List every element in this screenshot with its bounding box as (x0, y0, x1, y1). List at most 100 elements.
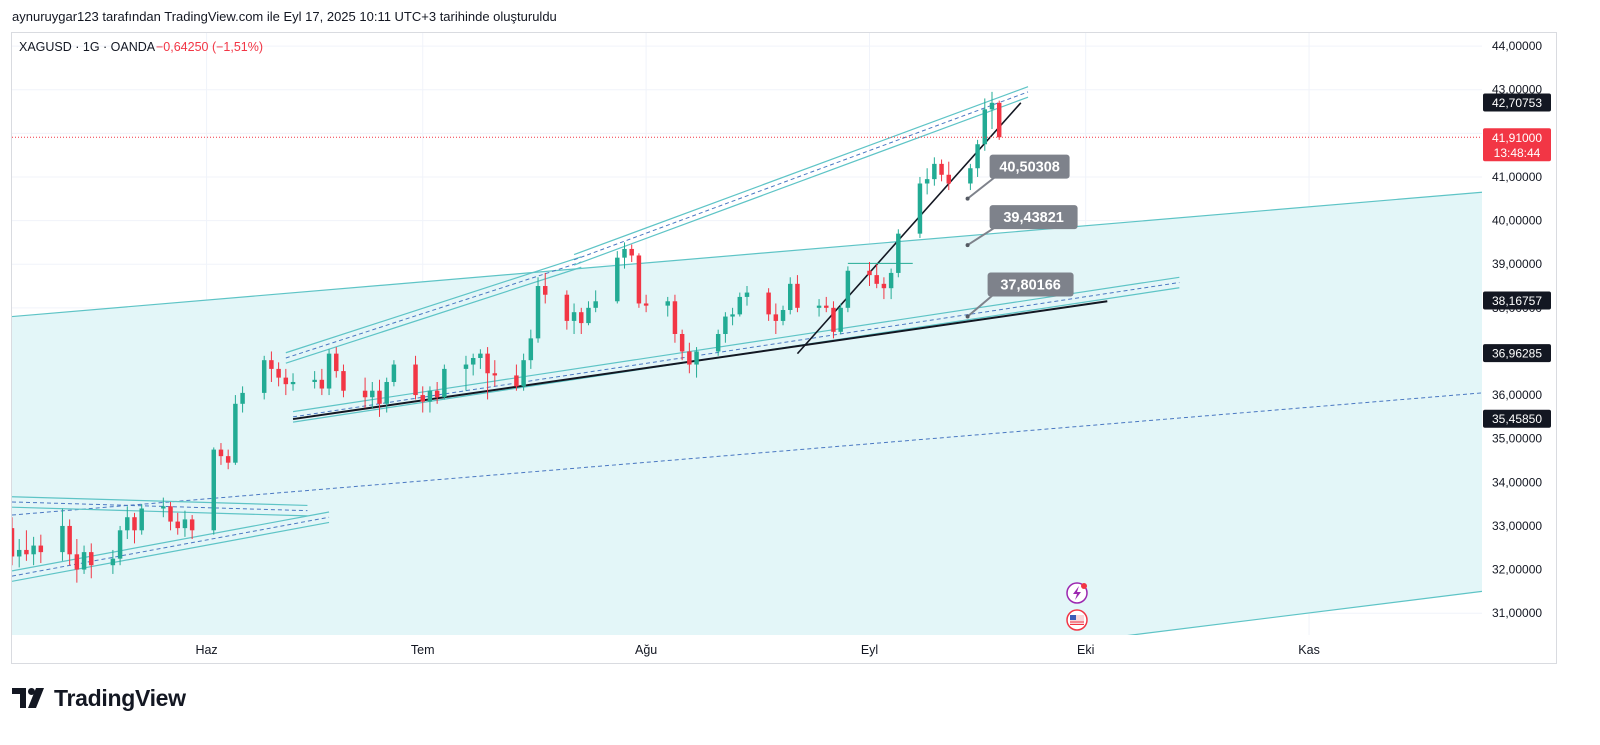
candle-body (593, 301, 598, 308)
candle-body (996, 102, 1002, 138)
note-label: 39,43821 (1003, 210, 1063, 226)
note-box (989, 154, 1070, 179)
bearish-candle (773, 303, 779, 334)
bullish-candle (982, 98, 988, 151)
bullish-candle (391, 360, 397, 387)
badge-bg (1483, 409, 1551, 428)
symbol-legend[interactable]: XAGUSD · 1G · OANDA (19, 40, 156, 54)
price-axis-badge: 35,45850 (1483, 409, 1551, 428)
bullish-candle (81, 545, 87, 574)
candle-body (744, 292, 750, 297)
chart-overlay: 40,50308 39,43821 37,80166 (12, 136, 1482, 319)
candle-body (780, 310, 786, 321)
candle-body (737, 296, 743, 315)
candle-body (362, 390, 368, 398)
candle-body (276, 368, 281, 378)
candle-body (81, 552, 87, 570)
bullish-candle (917, 176, 923, 239)
candle-body (924, 179, 930, 184)
candle-body (370, 390, 375, 398)
channel-upper-edge (573, 86, 1029, 256)
candle-body (932, 163, 937, 180)
candle-body (723, 316, 728, 334)
candle-body (492, 373, 498, 376)
candle-body (615, 257, 620, 302)
tradingview-logo[interactable]: TradingView (12, 685, 186, 712)
bullish-candle (528, 329, 534, 369)
note-label: 37,80166 (1000, 277, 1060, 293)
early-rising-channel-lower (12, 511, 330, 582)
badge-bg (1483, 291, 1551, 310)
bearish-candle (564, 290, 570, 330)
channel-mid-dashed (12, 501, 308, 512)
price-tick-label: 44,00000 (1492, 39, 1542, 53)
price-tick-label: 31,00000 (1492, 606, 1542, 620)
bullish-candle (125, 506, 130, 540)
candle-body (816, 305, 822, 308)
candle-body (773, 314, 779, 321)
channel-mid-dashed (12, 516, 330, 577)
time-axis[interactable]: Haz Tem Ağu Eyl Eki Kas (195, 643, 1319, 657)
candle-body (896, 233, 901, 273)
price-tick-label: 43,00000 (1492, 83, 1542, 97)
candle-body (564, 294, 570, 321)
candle-body (766, 292, 771, 315)
candle-body (326, 353, 332, 389)
bullish-candle (261, 355, 267, 400)
badge-bg (1483, 344, 1551, 363)
channel-lower-edge (573, 96, 1029, 266)
price-note-callout: 40,50308 (965, 154, 1070, 201)
bearish-candle (189, 515, 195, 540)
candle-body (867, 270, 872, 276)
candle-body (290, 381, 296, 385)
candle-body (233, 403, 238, 463)
brand-name: TradingView (54, 685, 186, 711)
bearish-candle (89, 543, 94, 579)
price-tick-label: 41,00000 (1492, 170, 1542, 184)
bullish-candle (586, 301, 591, 326)
channel-upper-edge (285, 256, 582, 354)
candle-body (874, 275, 879, 284)
bearish-candle (132, 512, 137, 544)
bearish-candle (276, 362, 281, 387)
bullish-candle (16, 539, 22, 568)
candle-body (31, 545, 36, 555)
candle-body (665, 301, 670, 306)
candle-body (261, 360, 267, 393)
regression-channel-fill (12, 192, 1482, 635)
candle-body (629, 248, 634, 256)
candle-body (434, 390, 440, 398)
us-flag-event-icon[interactable] (1066, 609, 1088, 631)
candle-body (89, 552, 94, 566)
bullish-candle (665, 296, 670, 317)
bearish-candle (413, 355, 418, 400)
candle-body (463, 364, 469, 369)
price-axis[interactable]: 31,00000 32,00000 33,00000 34,00000 35,00000… (1483, 39, 1551, 620)
candle-body (269, 360, 274, 369)
badge-label: 42,70753 (1492, 96, 1542, 110)
candle-body (38, 545, 44, 553)
candle-body (175, 521, 180, 529)
time-tick-label: Tem (411, 643, 435, 657)
candle-body (312, 379, 317, 382)
bullish-candle (470, 353, 476, 376)
candle-body (845, 270, 851, 308)
candle-body (730, 314, 735, 317)
bearish-candle (218, 443, 224, 465)
note-anchor (965, 314, 970, 319)
bullish-candle (427, 386, 433, 413)
candle-body (110, 558, 116, 566)
price-tick-label: 35,00000 (1492, 432, 1542, 446)
note-box (989, 205, 1078, 230)
candle-body (788, 283, 793, 311)
candle-body (12, 528, 15, 557)
bullish-candle (139, 504, 144, 535)
candle-body (968, 168, 973, 184)
candle-body (643, 303, 649, 306)
bearish-candle (824, 296, 829, 313)
bearish-candle (434, 381, 440, 404)
lightning-event-icon[interactable] (1066, 582, 1088, 604)
bullish-candle (989, 91, 995, 129)
price-tick-label: 32,00000 (1492, 563, 1542, 577)
